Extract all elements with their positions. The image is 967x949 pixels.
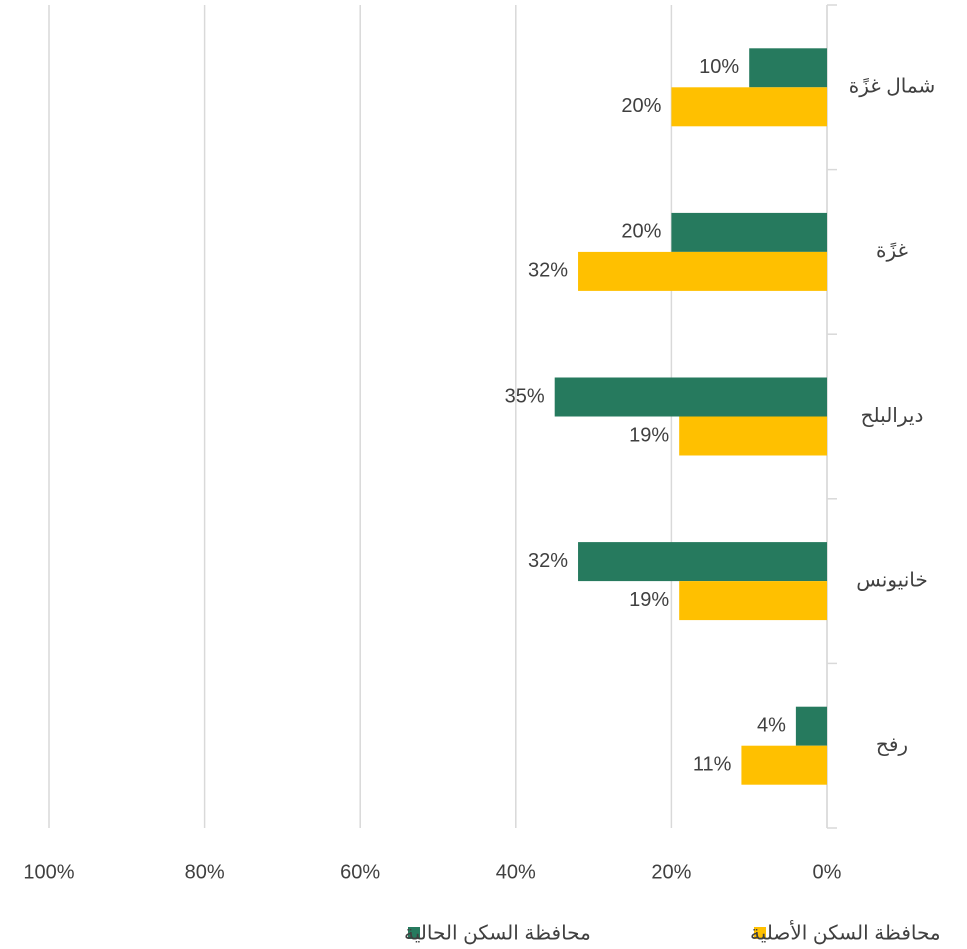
category-label: غزًة	[876, 240, 908, 262]
category-label: ديرالبلح	[861, 405, 924, 427]
category-label: شمال غزًة	[849, 76, 935, 98]
bar	[578, 251, 827, 291]
value-label: 20%	[621, 221, 661, 243]
bar	[795, 706, 827, 746]
bar	[679, 416, 827, 456]
category-label: خانيونس	[856, 569, 927, 591]
bar	[578, 542, 827, 582]
value-label: 19%	[629, 589, 669, 611]
category-label: رفح	[876, 734, 908, 756]
legend-swatch	[408, 927, 420, 939]
x-tick-label: 0%	[813, 861, 842, 883]
bar	[679, 581, 827, 621]
x-tick-label: 100%	[23, 861, 74, 883]
legend-label: محافظة السكن الأصلية	[750, 920, 941, 944]
legend-swatch	[754, 927, 766, 939]
value-label: 32%	[528, 260, 568, 282]
legend-label: محافظة السكن الحالية	[404, 922, 591, 944]
value-label: 32%	[528, 550, 568, 572]
x-tick-label: 80%	[185, 861, 225, 883]
bar	[741, 745, 827, 785]
value-label: 11%	[693, 753, 732, 775]
bar	[554, 377, 827, 417]
x-tick-label: 40%	[496, 861, 536, 883]
value-label: 20%	[621, 95, 661, 117]
value-label: 10%	[699, 56, 739, 78]
value-label: 4%	[757, 714, 786, 736]
bar	[671, 212, 827, 252]
x-tick-label: 20%	[651, 861, 691, 883]
bar	[671, 87, 827, 127]
bar	[749, 48, 827, 88]
value-label: 35%	[505, 385, 545, 407]
x-tick-label: 60%	[340, 861, 380, 883]
value-label: 19%	[629, 424, 669, 446]
